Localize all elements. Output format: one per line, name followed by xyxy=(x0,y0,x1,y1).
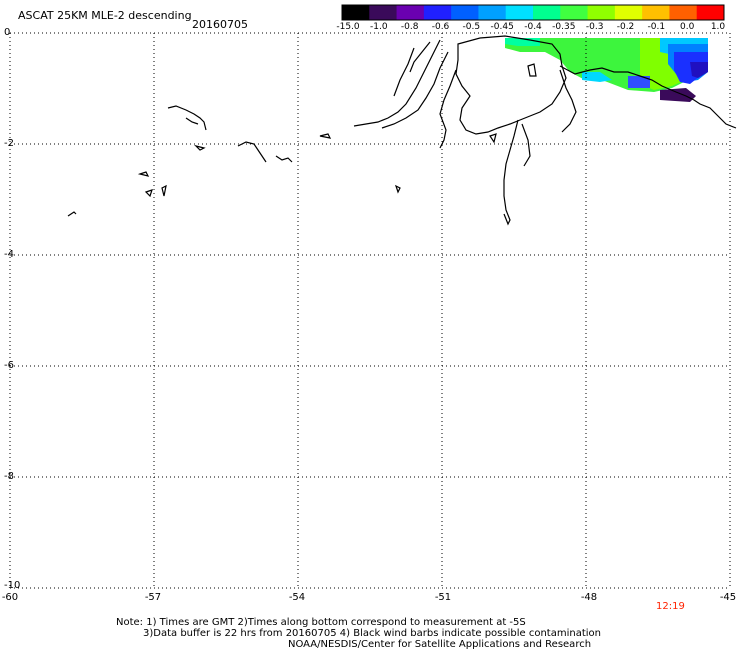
island xyxy=(275,155,293,163)
colorbar-segment xyxy=(642,5,670,20)
colorbar-segment xyxy=(669,5,698,20)
y-tick-label: -4 xyxy=(4,249,14,260)
amazon-islands xyxy=(393,47,415,97)
colorbar xyxy=(341,4,725,21)
colorbar-label: 0.0 xyxy=(679,22,695,32)
colorbar-segment xyxy=(451,5,479,20)
colorbar-label: -0.35 xyxy=(552,22,576,32)
colorbar-label: -0.1 xyxy=(647,22,666,32)
colorbar-segment xyxy=(614,5,643,20)
estuary-channel xyxy=(559,69,577,133)
island xyxy=(237,141,267,163)
y-tick-label: -6 xyxy=(4,360,14,371)
y-tick-label: -10 xyxy=(4,580,21,591)
marajo-island xyxy=(455,35,567,135)
colorbar-segment xyxy=(505,5,534,20)
colorbar-segment xyxy=(560,5,589,20)
colorbar-label: -0.6 xyxy=(431,22,450,32)
chart-title: ASCAT 25KM MLE-2 descending xyxy=(18,9,192,22)
colorbar-label: -0.5 xyxy=(462,22,481,32)
colorbar-label: -1.0 xyxy=(370,22,388,32)
estuary-channel xyxy=(521,123,531,167)
swath-region-darkblue xyxy=(690,62,708,78)
amazon-islands xyxy=(409,41,431,73)
amazon-islands xyxy=(381,51,449,129)
colorbar-label: -0.4 xyxy=(524,22,542,32)
x-tick-label: -48 xyxy=(580,592,598,603)
colorbar-label: -0.3 xyxy=(585,22,604,32)
graticule xyxy=(9,32,731,589)
swath-region-blue-lower xyxy=(628,76,650,88)
data-swath xyxy=(505,38,708,102)
colorbar-label: -0.45 xyxy=(490,22,514,32)
island xyxy=(67,211,77,217)
colorbar-segment xyxy=(342,5,370,20)
colorbar-label: 1.0 xyxy=(710,22,726,32)
island xyxy=(137,171,150,177)
note-line-2: 3)Data buffer is 22 hrs from 20160705 4)… xyxy=(143,628,601,639)
colorbar-segment xyxy=(369,5,398,20)
colorbar-segment xyxy=(696,5,725,20)
y-tick-label: 0 xyxy=(4,27,11,38)
eastern-coast xyxy=(559,65,737,129)
colorbar-label: -0.8 xyxy=(400,22,419,32)
estuary-channel xyxy=(503,119,519,226)
island xyxy=(144,189,153,198)
coastline xyxy=(67,35,737,226)
island xyxy=(194,144,206,151)
x-tick-label: -60 xyxy=(1,592,19,603)
y-tick-label: -8 xyxy=(4,471,14,482)
chart-date: 20160705 xyxy=(192,18,248,31)
colorbar-segment xyxy=(533,5,561,20)
credit-line: NOAA/NESDIS/Center for Satellite Applica… xyxy=(288,639,592,650)
colorbar-segment xyxy=(587,5,616,20)
x-tick-label: -45 xyxy=(719,592,737,603)
amazon-islands xyxy=(353,39,441,127)
note-line-1: Note: 1) Times are GMT 2)Times along bot… xyxy=(116,617,526,628)
island xyxy=(161,184,167,197)
swath-region-purple xyxy=(660,88,696,102)
colorbar-label: -15.0 xyxy=(336,22,360,32)
colorbar-label: -0.2 xyxy=(616,22,635,32)
x-tick-label: -57 xyxy=(144,592,162,603)
colorbar-segment xyxy=(396,5,425,20)
pass-time: 12:19 xyxy=(656,601,685,612)
island xyxy=(394,184,401,194)
x-tick-label: -54 xyxy=(288,592,306,603)
island xyxy=(319,133,332,139)
island xyxy=(167,105,207,131)
amazon-islands xyxy=(439,69,457,149)
swath-region-teal-lower xyxy=(582,72,612,82)
colorbar-segment xyxy=(478,5,507,20)
colorbar-frame xyxy=(341,4,725,21)
island xyxy=(185,117,199,125)
island xyxy=(489,133,497,144)
island xyxy=(527,63,537,77)
y-tick-label: -2 xyxy=(4,138,14,149)
colorbar-segment xyxy=(423,5,452,20)
x-tick-label: -51 xyxy=(434,592,452,603)
